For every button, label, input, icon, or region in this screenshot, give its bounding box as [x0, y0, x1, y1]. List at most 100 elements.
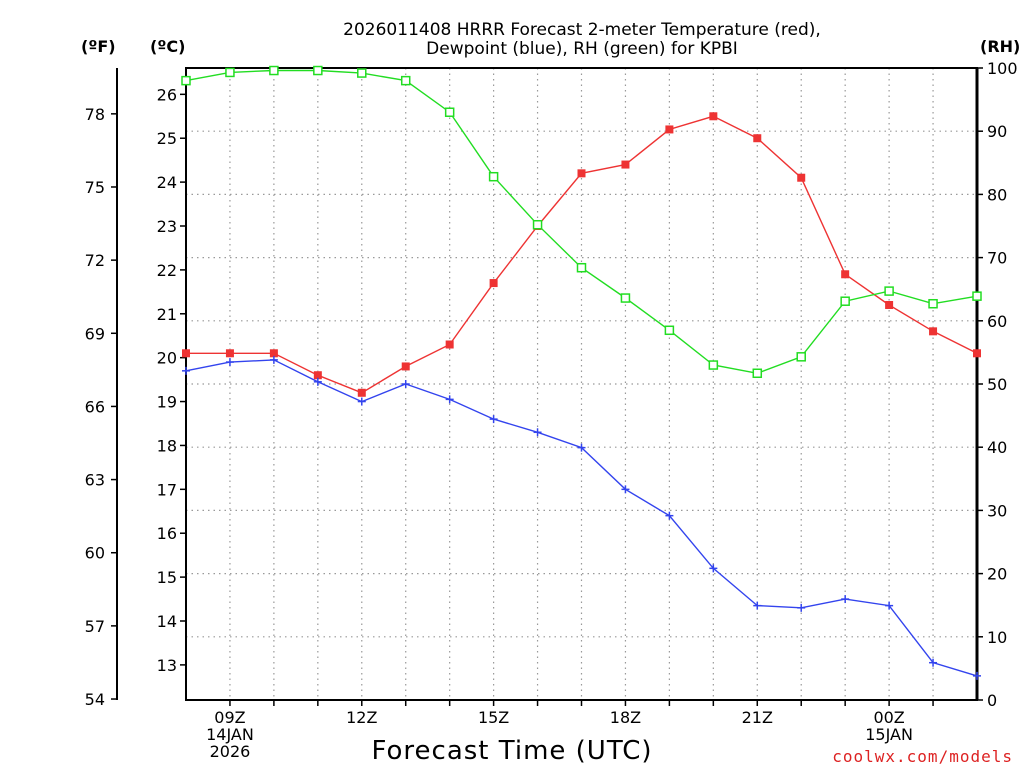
x-tick-label: 2026 [210, 742, 251, 761]
fahrenheit-tick-label: 66 [85, 397, 105, 416]
fahrenheit-tick-label: 57 [85, 617, 105, 636]
fahrenheit-tick-label: 63 [85, 471, 105, 490]
celsius-unit-label: (ºC) [150, 37, 185, 56]
temperature-point [445, 340, 454, 349]
dewpoint-point [621, 485, 630, 494]
rh-tick-label: 0 [987, 691, 997, 710]
x-tick-label: 14JAN [206, 725, 254, 744]
fahrenheit-tick-label: 75 [85, 178, 105, 197]
temperature-point [489, 279, 498, 288]
rh-point [620, 293, 631, 303]
fahrenheit-tick-label: 78 [85, 105, 105, 124]
rh-point [884, 286, 894, 296]
rh-point [444, 107, 455, 117]
x-tick-label: 18Z [610, 708, 641, 727]
x-axis-label: Forecast Time (UTC) [371, 736, 652, 766]
rh-point [313, 65, 323, 76]
rh-point [225, 67, 235, 78]
rh-point [840, 296, 850, 306]
dewpoint-point [841, 595, 850, 604]
fahrenheit-tick-label: 69 [85, 324, 105, 343]
temperature-point [269, 349, 278, 358]
temperature-point [313, 371, 322, 380]
celsius-tick-label: 17 [157, 480, 177, 499]
temperature-point [401, 362, 410, 371]
dewpoint-point [753, 601, 762, 610]
rh-point [752, 368, 763, 379]
dewpoint-point [665, 511, 674, 520]
rh-tick-label: 60 [987, 312, 1007, 331]
celsius-tick-label: 13 [157, 656, 177, 675]
temperature-point [973, 349, 981, 358]
fahrenheit-unit-label: (ºF) [81, 37, 116, 56]
temperature-point [665, 125, 674, 134]
rh-tick-label: 100 [987, 59, 1018, 78]
rh-point [972, 291, 982, 301]
fahrenheit-tick-label: 54 [85, 690, 105, 709]
temperature-point [182, 349, 190, 358]
celsius-tick-label: 16 [157, 524, 177, 543]
series-line-1 [185, 359, 978, 677]
temperature-point [621, 160, 630, 169]
watermark: coolwx.com/models [832, 747, 1013, 766]
chart-title-line-2: Dewpoint (blue), RH (green) for KPBI [426, 39, 738, 59]
celsius-tick-label: 15 [157, 568, 177, 587]
chart-title-line-1: 2026011408 HRRR Forecast 2-meter Tempera… [343, 20, 821, 40]
rh-tick-label: 50 [987, 375, 1007, 394]
dewpoint-point [929, 658, 938, 667]
x-tick-label: 12Z [346, 708, 377, 727]
dewpoint-point [973, 671, 981, 680]
celsius-tick-label: 24 [157, 173, 177, 192]
celsius-tick-label: 21 [157, 305, 177, 324]
rh-point [796, 352, 806, 362]
celsius-tick-label: 14 [157, 612, 177, 631]
x-tick-label: 15Z [478, 708, 509, 727]
temperature-point [225, 349, 234, 358]
rh-tick-label: 40 [987, 438, 1007, 457]
celsius-tick-label: 25 [157, 129, 177, 148]
rh-point [708, 360, 719, 370]
temperature-point [929, 327, 938, 336]
celsius-tick-label: 26 [157, 85, 177, 104]
dewpoint-point [182, 366, 190, 375]
rh-point [269, 65, 279, 76]
temperature-point [885, 301, 894, 309]
temperature-point [797, 173, 806, 182]
rh-point [576, 262, 587, 273]
rh-tick-label: 90 [987, 122, 1007, 141]
dewpoint-point [533, 428, 542, 437]
x-tick-label: 15JAN [865, 725, 913, 744]
celsius-tick-label: 18 [157, 436, 177, 455]
celsius-tick-label: 20 [157, 349, 177, 368]
dewpoint-point [797, 603, 806, 612]
dewpoint-point [357, 397, 366, 406]
x-tick-label: 21Z [742, 708, 773, 727]
rh-point [181, 75, 191, 86]
dewpoint-point [269, 355, 278, 364]
series-line-0 [186, 115, 978, 394]
dewpoint-point [445, 395, 454, 404]
x-tick-label: 09Z [214, 708, 245, 727]
rh-point [664, 325, 675, 336]
dewpoint-point [577, 443, 586, 452]
rh-point [928, 298, 938, 309]
celsius-tick-label: 19 [157, 393, 177, 412]
dewpoint-point [885, 601, 894, 610]
rh-point [488, 171, 499, 182]
gridlines [186, 68, 977, 700]
axes [111, 67, 983, 706]
dewpoint-point [401, 380, 410, 388]
rh-tick-label: 80 [987, 185, 1007, 204]
celsius-tick-label: 22 [157, 261, 177, 280]
rh-point [400, 75, 411, 86]
fahrenheit-tick-label: 72 [85, 251, 105, 270]
rh-point [532, 219, 543, 230]
rh-unit-label: (RH) [980, 37, 1020, 56]
tick-labels: 13 14 15 16 17 18 19 20 21 22 23 24 25 26 54 57 60 63 66 69… [85, 59, 1018, 761]
dewpoint-point [313, 377, 322, 386]
rh-tick-label: 20 [987, 565, 1007, 584]
temperature-point [841, 270, 850, 279]
celsius-tick-label: 23 [157, 217, 177, 236]
temperature-point [753, 134, 762, 143]
